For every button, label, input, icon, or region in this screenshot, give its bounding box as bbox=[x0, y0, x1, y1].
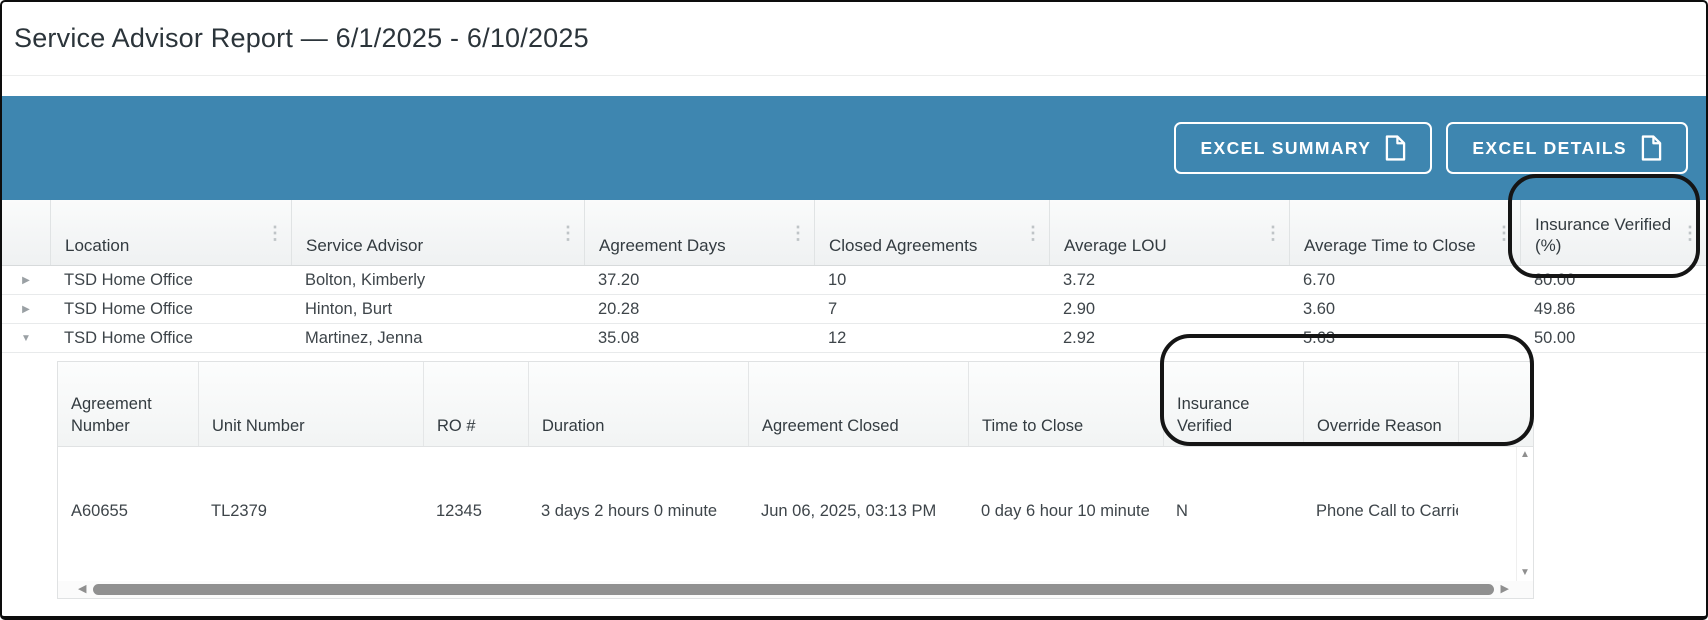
column-label: Override Reason bbox=[1317, 416, 1442, 435]
detail-grid-body: A60655 TL2379 12345 3 days 2 hours 0 min… bbox=[58, 447, 1533, 581]
average-time-to-close-cell: 5.63 bbox=[1303, 328, 1336, 347]
detail-panel: Agreement Number Unit Number RO # Durati… bbox=[2, 353, 1706, 599]
agreement-days-cell: 37.20 bbox=[598, 270, 640, 289]
scroll-right-icon[interactable]: ▶ bbox=[1500, 583, 1509, 595]
table-row: ▶ TSD Home Office Bolton, Kimberly 37.20… bbox=[2, 266, 1706, 295]
average-time-to-close-cell: 6.70 bbox=[1303, 270, 1336, 289]
excel-details-button[interactable]: EXCEL DETAILS bbox=[1446, 122, 1688, 174]
detail-grid-header: Agreement Number Unit Number RO # Durati… bbox=[58, 362, 1533, 447]
excel-details-label: EXCEL DETAILS bbox=[1472, 137, 1627, 158]
column-menu-icon[interactable]: ⋮ bbox=[1681, 222, 1699, 243]
detail-column-header-unit-number[interactable]: Unit Number bbox=[198, 362, 423, 446]
unit-number-cell: TL2379 bbox=[211, 502, 267, 520]
column-header-average-lou[interactable]: Average LOU ⋮ bbox=[1049, 200, 1289, 265]
scroll-left-icon[interactable]: ◀ bbox=[78, 583, 87, 595]
column-menu-icon[interactable]: ⋮ bbox=[1495, 222, 1513, 243]
table-row: ▶ TSD Home Office Hinton, Burt 20.28 7 2… bbox=[2, 295, 1706, 324]
column-header-agreement-days[interactable]: Agreement Days ⋮ bbox=[584, 200, 814, 265]
column-label: Insurance Verified bbox=[1177, 395, 1250, 435]
column-header-service-advisor[interactable]: Service Advisor ⋮ bbox=[291, 200, 584, 265]
detail-column-header-agreement-number[interactable]: Agreement Number bbox=[58, 362, 198, 446]
override-reason-cell: Phone Call to Carrier bbox=[1316, 502, 1458, 520]
time-to-close-cell: 0 day 6 hour 10 minute bbox=[981, 502, 1150, 520]
column-label: Service Advisor bbox=[306, 235, 424, 255]
column-header-closed-agreements[interactable]: Closed Agreements ⋮ bbox=[814, 200, 1049, 265]
scroll-up-icon[interactable]: ▲ bbox=[1520, 449, 1530, 460]
agreement-days-cell: 35.08 bbox=[598, 328, 640, 347]
ro-number-cell: 12345 bbox=[436, 502, 482, 520]
excel-summary-label: EXCEL SUMMARY bbox=[1200, 137, 1372, 158]
location-cell: TSD Home Office bbox=[64, 299, 193, 318]
column-label: Duration bbox=[542, 416, 605, 435]
column-menu-icon[interactable]: ⋮ bbox=[266, 222, 284, 243]
detail-column-header-override-reason[interactable]: Override Reason bbox=[1303, 362, 1458, 446]
expander-column-header bbox=[2, 200, 50, 265]
column-label: Agreement Number bbox=[71, 395, 152, 435]
table-row-expanded: ▼ TSD Home Office Martinez, Jenna 35.08 … bbox=[2, 324, 1706, 353]
detail-column-header-duration[interactable]: Duration bbox=[528, 362, 748, 446]
column-label: Average LOU bbox=[1064, 235, 1167, 255]
average-time-to-close-cell: 3.60 bbox=[1303, 299, 1336, 318]
expand-row-icon[interactable]: ▶ bbox=[22, 274, 30, 286]
insurance-verified-pct-cell: 49.86 bbox=[1534, 299, 1576, 318]
summary-grid: Location ⋮ Service Advisor ⋮ Agreement D… bbox=[2, 200, 1706, 599]
average-lou-cell: 2.92 bbox=[1063, 328, 1096, 347]
column-menu-icon[interactable]: ⋮ bbox=[559, 222, 577, 243]
insurance-verified-pct-cell: 80.00 bbox=[1534, 270, 1576, 289]
column-header-insurance-verified-pct[interactable]: Insurance Verified (%) ⋮ bbox=[1520, 200, 1706, 265]
detail-column-header-agreement-closed[interactable]: Agreement Closed bbox=[748, 362, 968, 446]
column-label: Average Time to Close bbox=[1304, 235, 1476, 255]
detail-grid: Agreement Number Unit Number RO # Durati… bbox=[57, 361, 1534, 599]
column-label: RO # bbox=[437, 416, 476, 435]
expand-row-icon[interactable]: ▶ bbox=[22, 303, 30, 315]
duration-cell: 3 days 2 hours 0 minute bbox=[541, 502, 718, 520]
column-label: Location bbox=[65, 235, 130, 255]
column-menu-icon[interactable]: ⋮ bbox=[789, 222, 807, 243]
service-advisor-cell: Bolton, Kimberly bbox=[305, 270, 426, 289]
closed-agreements-cell: 10 bbox=[828, 270, 847, 289]
detail-column-header-filler bbox=[1458, 362, 1533, 446]
insurance-verified-cell: N bbox=[1176, 502, 1188, 520]
location-cell: TSD Home Office bbox=[64, 270, 193, 289]
document-icon bbox=[1386, 135, 1406, 161]
insurance-verified-pct-cell: 50.00 bbox=[1534, 328, 1576, 347]
closed-agreements-cell: 12 bbox=[828, 328, 847, 347]
column-label: Unit Number bbox=[212, 416, 305, 435]
column-label: Insurance Verified (%) bbox=[1535, 214, 1672, 255]
service-advisor-cell: Martinez, Jenna bbox=[305, 328, 423, 347]
export-toolbar: EXCEL SUMMARY EXCEL DETAILS bbox=[2, 96, 1706, 200]
column-header-location[interactable]: Location ⋮ bbox=[50, 200, 291, 265]
closed-agreements-cell: 7 bbox=[828, 299, 838, 318]
column-label: Closed Agreements bbox=[829, 235, 978, 255]
excel-summary-button[interactable]: EXCEL SUMMARY bbox=[1174, 122, 1433, 174]
service-advisor-cell: Hinton, Burt bbox=[305, 299, 393, 318]
horizontal-scrollbar-thumb[interactable] bbox=[93, 584, 1494, 595]
agreement-days-cell: 20.28 bbox=[598, 299, 640, 318]
agreement-closed-cell: Jun 06, 2025, 03:13 PM bbox=[761, 502, 937, 520]
title-bar: Service Advisor Report — 6/1/2025 - 6/10… bbox=[2, 2, 1706, 76]
column-menu-icon[interactable]: ⋮ bbox=[1024, 222, 1042, 243]
agreement-number-cell: A60655 bbox=[71, 502, 128, 520]
detail-column-header-time-to-close[interactable]: Time to Close bbox=[968, 362, 1163, 446]
column-menu-icon[interactable]: ⋮ bbox=[1264, 222, 1282, 243]
detail-column-header-ro-number[interactable]: RO # bbox=[423, 362, 528, 446]
column-label: Agreement Days bbox=[599, 235, 726, 255]
location-cell: TSD Home Office bbox=[64, 328, 193, 347]
document-icon bbox=[1641, 135, 1662, 161]
detail-table-row: A60655 TL2379 12345 3 days 2 hours 0 min… bbox=[58, 447, 1533, 521]
average-lou-cell: 2.90 bbox=[1063, 299, 1096, 318]
vertical-scrollbar[interactable]: ▲ ▼ bbox=[1516, 447, 1533, 581]
column-label: Agreement Closed bbox=[762, 416, 899, 435]
detail-column-header-insurance-verified[interactable]: Insurance Verified bbox=[1163, 362, 1303, 446]
horizontal-scrollbar[interactable]: ◀ ▶ bbox=[58, 581, 1533, 598]
page-title: Service Advisor Report — 6/1/2025 - 6/10… bbox=[14, 23, 589, 53]
column-header-average-time-to-close[interactable]: Average Time to Close ⋮ bbox=[1289, 200, 1520, 265]
average-lou-cell: 3.72 bbox=[1063, 270, 1096, 289]
column-label: Time to Close bbox=[982, 416, 1084, 435]
collapse-row-icon[interactable]: ▼ bbox=[21, 332, 31, 344]
scroll-down-icon[interactable]: ▼ bbox=[1520, 567, 1530, 578]
summary-grid-header: Location ⋮ Service Advisor ⋮ Agreement D… bbox=[2, 200, 1706, 266]
